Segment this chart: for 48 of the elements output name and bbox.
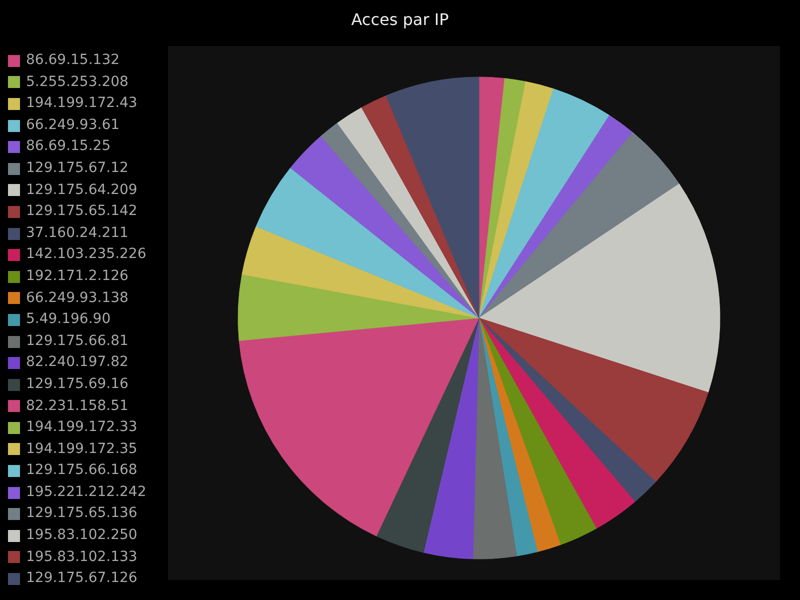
- legend-label: 129.175.64.209: [26, 180, 138, 200]
- legend-label: 195.221.212.242: [26, 482, 146, 502]
- legend-label: 5.255.253.208: [26, 72, 128, 92]
- pie-slice: [478, 184, 720, 393]
- pie-slice: [361, 95, 480, 318]
- pie-slice: [478, 318, 656, 502]
- legend-label: 142.103.235.226: [26, 245, 146, 264]
- pie-slice: [423, 318, 480, 560]
- legend-label: 82.240.197.82: [26, 353, 128, 372]
- pie-slice: [238, 318, 480, 536]
- legend-label: 129.175.66.81: [26, 332, 128, 351]
- legend-label: 129.175.65.142: [26, 202, 138, 222]
- legend-label: 86.69.15.25: [26, 137, 111, 156]
- legend-label: 86.69.15.132: [26, 51, 120, 70]
- legend-label: 195.83.102.133: [26, 548, 138, 567]
- pie-slice: [320, 122, 480, 318]
- legend-label: 194.199.172.43: [26, 94, 138, 114]
- legend-label: 129.175.67.126: [26, 569, 138, 588]
- legend-label: 66.249.93.138: [26, 288, 128, 308]
- legend-label: 129.175.67.12: [26, 158, 128, 178]
- chart-title: Acces par IP: [350, 10, 450, 29]
- pie-slice: [478, 132, 680, 318]
- pie-slice: [478, 318, 708, 482]
- pie-slice: [376, 318, 480, 553]
- pie-slice: [242, 226, 480, 318]
- pie-slice: [386, 76, 480, 318]
- pie-slice: [478, 318, 636, 529]
- pie-slice: [478, 115, 633, 318]
- pie-slice: [238, 274, 480, 341]
- pie-slice: [478, 318, 561, 552]
- legend-label: 192.171.2.126: [26, 266, 128, 286]
- pie-slice: [337, 107, 480, 318]
- legend-label: 37.160.24.211: [26, 224, 128, 243]
- legend-label: 129.175.69.16: [26, 374, 128, 394]
- pie-slice: [256, 168, 480, 318]
- legend-label: 129.175.65.136: [26, 504, 138, 524]
- legend-label: 194.199.172.33: [26, 418, 138, 438]
- legend-label: 129.175.66.168: [26, 461, 138, 480]
- legend-label: 66.249.93.61: [26, 116, 120, 135]
- pie-slice: [478, 318, 597, 545]
- legend-label: 82.231.158.51: [26, 396, 128, 416]
- pie-slice: [478, 88, 610, 318]
- legend-label: 5.49.196.90: [26, 310, 111, 330]
- legend-label: 195.83.102.250: [26, 526, 138, 546]
- pie-slice: [478, 318, 538, 556]
- pie-slice: [290, 136, 480, 318]
- pie-slice: [472, 318, 517, 560]
- legend-label: 194.199.172.35: [26, 440, 138, 459]
